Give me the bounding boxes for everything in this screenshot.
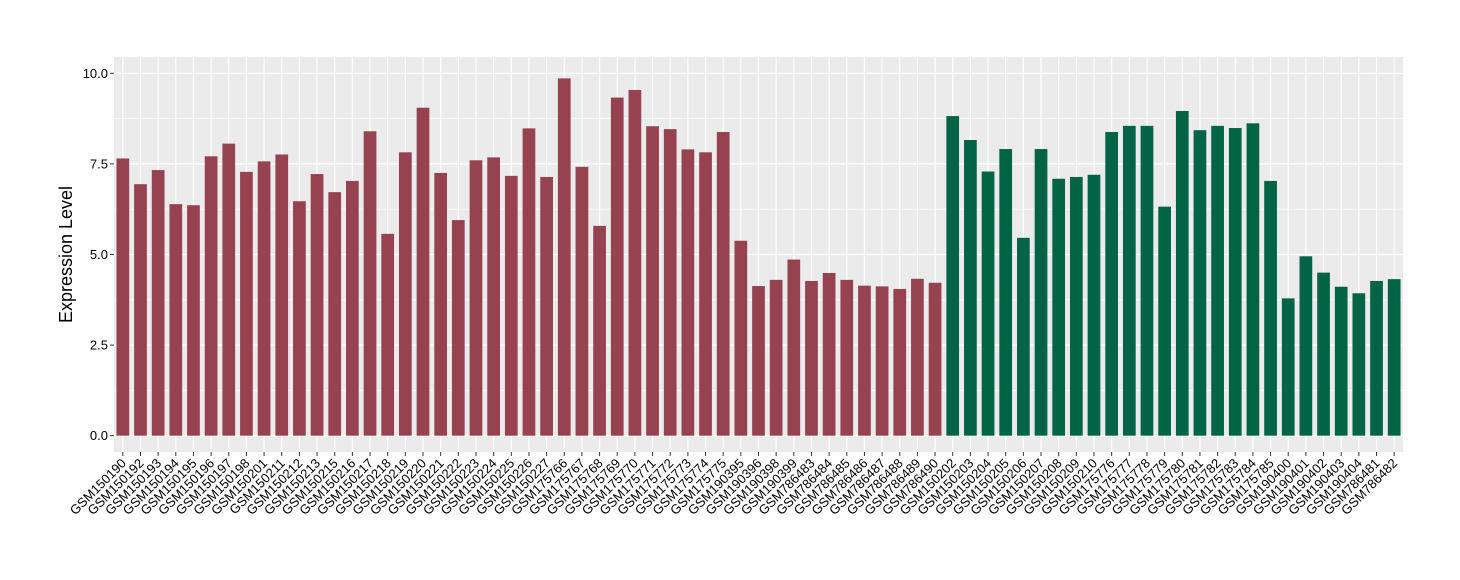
y-tick-label: 2.5 xyxy=(90,338,108,353)
bar-GSM175785 xyxy=(1264,180,1277,436)
bar-GSM786484 xyxy=(822,272,836,436)
bar-GSM175772 xyxy=(663,129,677,436)
bar-GSM190404 xyxy=(1352,293,1366,436)
bar-GSM150194 xyxy=(169,204,183,436)
bar-GSM190403 xyxy=(1334,286,1348,436)
bar-GSM175776 xyxy=(1105,132,1119,436)
bar-GSM190401 xyxy=(1299,256,1313,436)
bar-GSM175769 xyxy=(610,97,624,436)
bar-GSM786490 xyxy=(928,282,942,436)
bar-GSM150197 xyxy=(222,143,236,436)
bar-GSM150202 xyxy=(946,116,960,436)
bar-GSM190400 xyxy=(1281,298,1295,436)
bar-GSM175775 xyxy=(716,132,730,436)
bar-GSM150216 xyxy=(346,180,359,436)
bar-GSM150219 xyxy=(398,152,412,436)
bar-GSM190399 xyxy=(787,259,801,436)
bar-GSM150227 xyxy=(540,176,553,436)
bar-GSM150196 xyxy=(204,156,218,436)
bar-GSM786488 xyxy=(893,288,907,436)
bar-GSM175780 xyxy=(1175,110,1189,436)
bar-GSM150192 xyxy=(134,184,147,436)
bar-GSM150226 xyxy=(522,128,536,436)
bar-GSM150220 xyxy=(416,107,430,436)
bar-GSM150218 xyxy=(381,233,395,436)
bar-GSM190395 xyxy=(734,240,748,436)
bar-GSM150207 xyxy=(1034,149,1048,436)
bar-GSM150190 xyxy=(116,158,130,436)
bar-GSM786489 xyxy=(911,278,924,436)
bar-GSM150210 xyxy=(1087,174,1101,436)
bar-GSM150212 xyxy=(293,201,306,436)
bar-GSM190396 xyxy=(752,286,765,436)
bar-GSM150213 xyxy=(310,174,324,436)
bar-GSM150211 xyxy=(275,154,289,436)
bar-GSM175774 xyxy=(699,152,712,436)
bar-GSM175782 xyxy=(1211,125,1224,436)
bar-GSM175779 xyxy=(1158,206,1171,436)
bar-GSM786482 xyxy=(1387,279,1401,436)
bar-GSM786486 xyxy=(858,285,871,436)
bar-GSM150208 xyxy=(1052,178,1066,436)
bar-GSM150223 xyxy=(469,160,483,436)
bar-GSM150195 xyxy=(187,205,200,436)
bar-GSM175778 xyxy=(1140,125,1154,436)
bar-GSM786487 xyxy=(875,286,889,436)
bar-GSM150209 xyxy=(1069,176,1083,436)
bar-GSM175768 xyxy=(593,225,606,436)
bar-GSM150205 xyxy=(999,149,1013,436)
bar-GSM175773 xyxy=(681,149,695,436)
bar-GSM190398 xyxy=(769,279,783,436)
bar-GSM786483 xyxy=(805,280,818,436)
bar-GSM190402 xyxy=(1317,272,1330,436)
bar-GSM175784 xyxy=(1246,123,1260,436)
bar-GSM175781 xyxy=(1193,130,1207,436)
y-axis-title: Expression Level xyxy=(56,186,76,323)
bar-GSM150221 xyxy=(434,172,448,436)
bar-GSM175770 xyxy=(628,89,642,436)
bar-GSM150215 xyxy=(328,192,342,436)
y-tick-label: 10.0 xyxy=(83,66,108,81)
x-axis: GSM150190GSM150192GSM150193GSM150194GSM1… xyxy=(67,452,1400,518)
bar-GSM150201 xyxy=(257,161,271,436)
bar-GSM150204 xyxy=(981,171,995,436)
bar-GSM150224 xyxy=(487,157,500,436)
bar-GSM150206 xyxy=(1017,237,1030,436)
bar-GSM150217 xyxy=(363,131,377,436)
bar-GSM150222 xyxy=(451,220,465,436)
bar-GSM786485 xyxy=(840,279,854,436)
bar-GSM150193 xyxy=(151,170,165,436)
bars-layer xyxy=(116,78,1401,436)
y-tick-label: 5.0 xyxy=(90,247,108,262)
bar-GSM175783 xyxy=(1228,128,1242,436)
bar-GSM175771 xyxy=(646,126,659,436)
bar-GSM150198 xyxy=(240,171,253,436)
y-tick-label: 0.0 xyxy=(90,428,108,443)
bar-GSM786481 xyxy=(1370,280,1383,436)
bar-GSM150225 xyxy=(504,175,518,436)
y-axis: 0.0 2.5 5.0 7.5 10.0 xyxy=(83,66,114,443)
bar-GSM175766 xyxy=(557,78,571,436)
bar-GSM175777 xyxy=(1122,125,1136,436)
bar-GSM150203 xyxy=(964,139,977,436)
bar-GSM175767 xyxy=(575,166,589,436)
y-tick-label: 7.5 xyxy=(90,156,108,171)
